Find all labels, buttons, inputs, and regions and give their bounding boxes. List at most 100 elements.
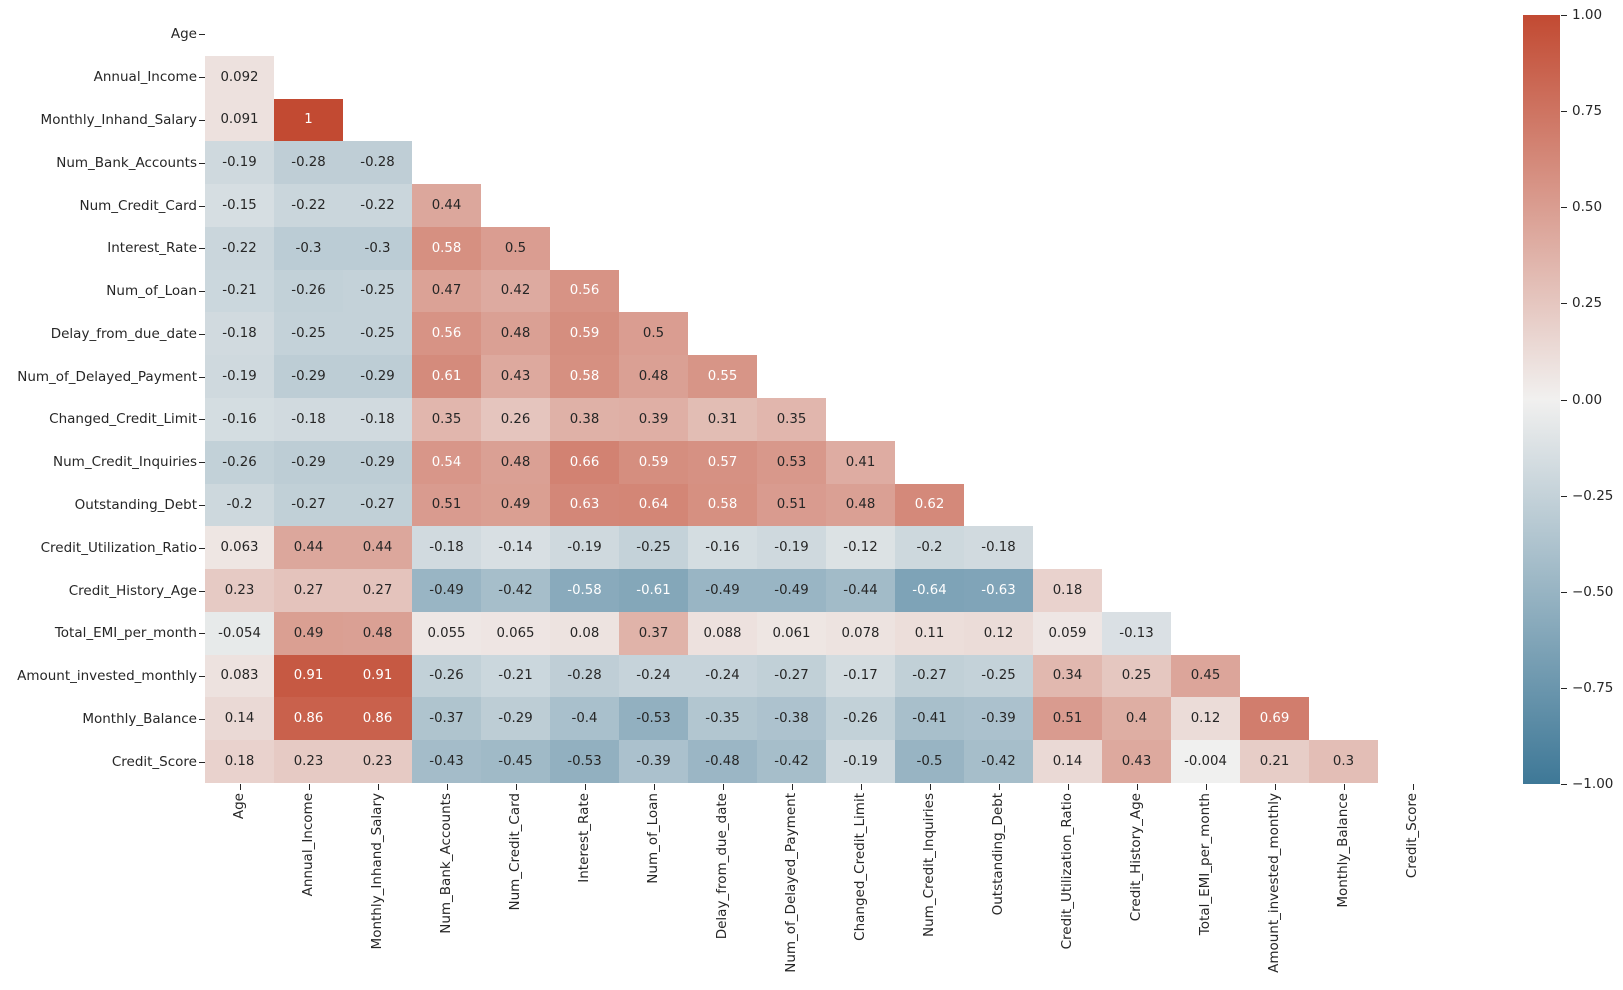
y-tick-label: Delay_from_due_date [50,325,197,342]
y-tick-label: Credit_Utilization_Ratio [40,539,197,556]
heatmap-cell: 0.088 [688,612,757,655]
heatmap-cell: 0.14 [205,697,274,740]
heatmap-cell: 0.39 [619,398,688,441]
heatmap-cell: 0.69 [1240,697,1309,740]
heatmap-cell: 0.091 [205,99,274,141]
heatmap-cell: 0.31 [688,398,757,441]
heatmap-cell: 1 [274,99,343,141]
heatmap-cell: -0.27 [274,484,343,526]
y-tick-label: Amount_invested_monthly [17,668,197,685]
y-tick-mark [199,591,205,592]
heatmap-cell: 0.86 [274,697,343,740]
colorbar-tick-mark [1561,496,1567,497]
heatmap-cell: -0.25 [343,270,412,312]
heatmap-cell: -0.22 [205,227,274,270]
heatmap-cell: -0.25 [964,655,1033,697]
heatmap-cell: -0.27 [757,655,826,697]
heatmap-cell: 0.27 [343,569,412,612]
heatmap-cell: -0.26 [826,697,895,740]
heatmap-cell: 0.25 [1102,655,1171,697]
heatmap-cell: 0.57 [688,441,757,484]
y-tick-label: Interest_Rate [107,240,197,257]
heatmap-cell: -0.5 [895,740,964,783]
heatmap-cell: 0.91 [274,655,343,697]
heatmap-cell: -0.29 [343,441,412,484]
heatmap-cell: 0.12 [1171,697,1240,740]
heatmap-cell: -0.14 [481,526,550,569]
heatmap-cell: -0.24 [619,655,688,697]
heatmap-cell: -0.16 [205,398,274,441]
y-tick-mark [199,120,205,121]
heatmap-cell: 0.45 [1171,655,1240,697]
heatmap-cell: -0.19 [205,355,274,398]
heatmap-cell: 0.61 [412,355,481,398]
colorbar-tick-mark [1561,592,1567,593]
y-tick-mark [199,77,205,78]
heatmap-cell: 0.44 [343,526,412,569]
heatmap-cell: 0.91 [343,655,412,697]
heatmap-cell: 0.061 [757,612,826,655]
colorbar-tick-mark [1561,207,1567,208]
colorbar-tick-label: 0.25 [1572,295,1603,311]
y-tick-mark [199,676,205,677]
heatmap-cell: 0.5 [481,227,550,270]
heatmap-cell: -0.39 [964,697,1033,740]
colorbar-tick-label: 1.00 [1572,7,1603,23]
colorbar-tick-mark [1561,784,1567,785]
heatmap-cell: -0.16 [688,526,757,569]
heatmap-cell: 0.5 [619,312,688,355]
x-tick-mark [999,784,1000,790]
heatmap-cell: -0.2 [205,484,274,526]
heatmap-cell: -0.49 [688,569,757,612]
y-tick-mark [199,462,205,463]
x-tick-mark [654,784,655,790]
x-tick-mark [1137,784,1138,790]
colorbar-tick-mark [1561,111,1567,112]
y-tick-mark [199,34,205,35]
heatmap-cell: 0.37 [619,612,688,655]
heatmap-cell: -0.2 [895,526,964,569]
heatmap-cell: -0.38 [757,697,826,740]
x-tick-mark [516,784,517,790]
y-tick-label: Monthly_Balance [82,710,197,727]
heatmap-cell: 0.48 [481,441,550,484]
heatmap-cell: 0.41 [826,441,895,484]
colorbar-tick-mark [1561,303,1567,304]
heatmap-cell: -0.37 [412,697,481,740]
heatmap-cell: -0.26 [205,441,274,484]
x-tick-mark [447,784,448,790]
heatmap-cell: -0.58 [550,569,619,612]
heatmap-cell: 0.66 [550,441,619,484]
heatmap-cell: 0.59 [619,441,688,484]
heatmap-cell: -0.19 [550,526,619,569]
y-tick-mark [199,719,205,720]
x-tick-mark [930,784,931,790]
heatmap-cell: -0.12 [826,526,895,569]
x-tick-mark [1413,784,1414,790]
y-tick-mark [199,248,205,249]
heatmap-cell: -0.18 [205,312,274,355]
x-tick-mark [792,784,793,790]
heatmap-cell: 0.35 [412,398,481,441]
heatmap-cell: -0.53 [619,697,688,740]
y-tick-label: Num_Bank_Accounts [56,154,197,171]
heatmap-cell: 0.092 [205,56,274,99]
x-tick-mark [1068,784,1069,790]
heatmap-cell: 0.56 [550,270,619,312]
heatmap-cell: -0.53 [550,740,619,783]
y-tick-label: Num_Credit_Card [79,197,198,214]
heatmap-cell: -0.19 [757,526,826,569]
heatmap-cell: -0.15 [205,184,274,227]
heatmap-cell: 0.59 [550,312,619,355]
heatmap-cell: 0.065 [481,612,550,655]
heatmap-cell: 0.27 [274,569,343,612]
heatmap-cell: 0.059 [1033,612,1102,655]
y-tick-mark [199,633,205,634]
y-tick-label: Total_EMI_per_month [54,625,197,642]
heatmap-cell: -0.18 [274,398,343,441]
heatmap-cell: 0.48 [343,612,412,655]
heatmap-cell: 0.58 [688,484,757,526]
heatmap-cell: 0.14 [1033,740,1102,783]
heatmap-cell: -0.4 [550,697,619,740]
colorbar-tick-mark [1561,688,1567,689]
